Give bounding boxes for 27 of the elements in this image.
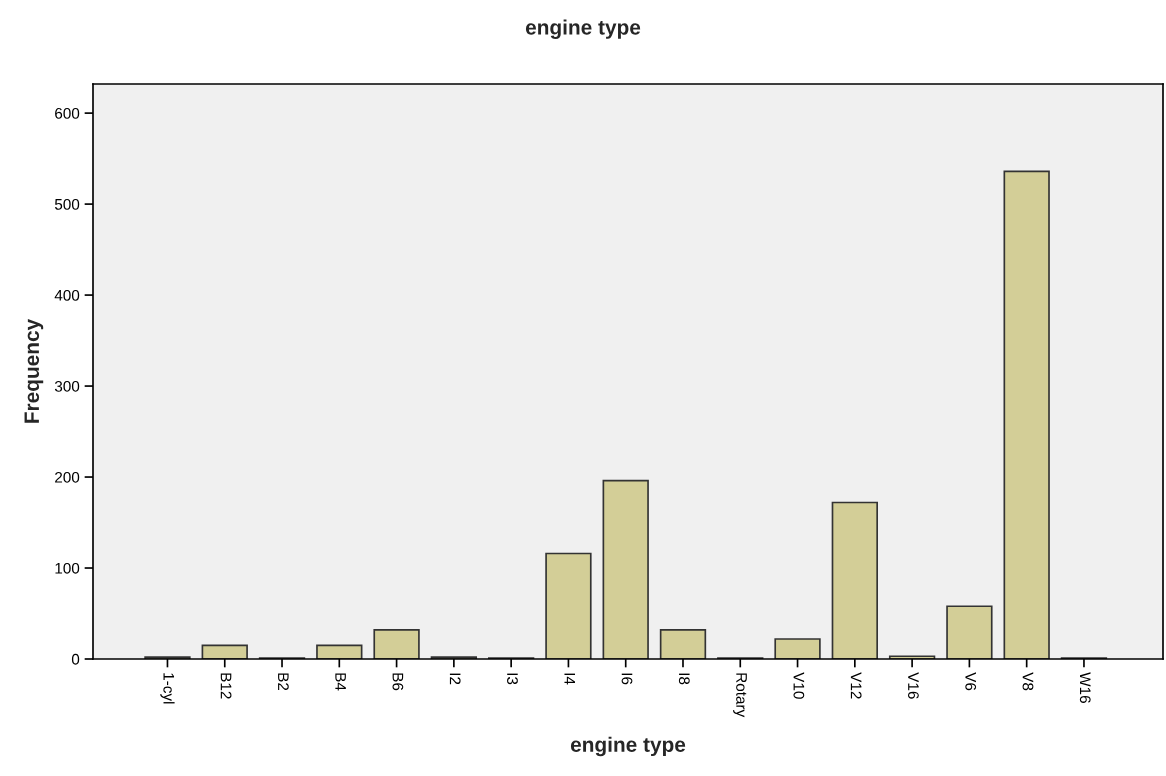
y-axis-title: Frequency xyxy=(24,318,44,423)
y-tick-label: 100 xyxy=(55,562,80,574)
y-tick-label: 0 xyxy=(71,653,80,665)
x-tick-label: B4 xyxy=(335,673,346,691)
y-tick-label: 500 xyxy=(54,198,80,210)
chart-title: engine type xyxy=(525,19,641,39)
x-tick-label: I4 xyxy=(564,673,575,685)
y-tick-label: 300 xyxy=(54,380,80,392)
x-tick-label: V12 xyxy=(850,672,862,699)
x-tick-label: I6 xyxy=(621,673,633,685)
y-tick-label: 200 xyxy=(55,471,80,483)
x-tick-label: I3 xyxy=(507,673,518,685)
x-tick-label: W16 xyxy=(1079,672,1091,703)
x-tick-label: B12 xyxy=(220,673,232,699)
x-tick-label: V10 xyxy=(793,672,805,699)
x-tick-label: B2 xyxy=(278,673,289,691)
x-tick-label: V8 xyxy=(1022,672,1034,691)
x-tick-label: Rotary xyxy=(733,673,747,718)
y-tick-label: 400 xyxy=(54,289,80,301)
x-tick-label: 1-cyl xyxy=(160,673,175,704)
x-tick-label: I2 xyxy=(449,673,461,685)
y-tick-label: 600 xyxy=(55,107,80,119)
x-tick-label: V16 xyxy=(908,672,919,699)
x-tick-label: V6 xyxy=(965,672,977,691)
x-tick-label: B6 xyxy=(392,673,404,691)
x-axis-title: engine type xyxy=(570,736,686,757)
x-tick-label: I8 xyxy=(678,673,690,685)
